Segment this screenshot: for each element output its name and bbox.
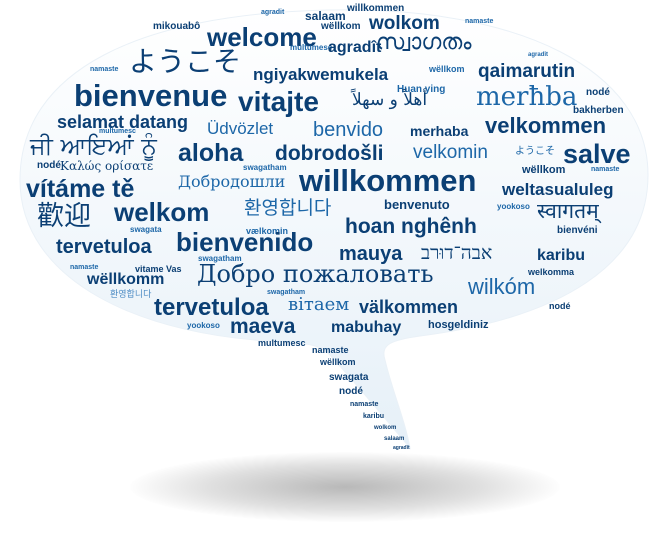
word: vitame Vas — [135, 264, 182, 274]
word: namaste — [70, 264, 99, 271]
word: swagata — [130, 225, 162, 234]
word: willkommen — [347, 3, 405, 14]
word: wëllkom — [429, 64, 465, 74]
word: välkommen — [359, 297, 459, 317]
word: karibu — [537, 247, 586, 264]
word: willkommen — [299, 163, 477, 198]
word: mauya — [339, 243, 403, 265]
word: merhaba — [410, 123, 469, 139]
word: wëllkomm — [87, 271, 165, 288]
word: qaimarutin — [478, 61, 576, 82]
word: welkom — [114, 197, 210, 227]
word: ようこそ — [129, 45, 242, 78]
word: swagata — [329, 372, 369, 383]
word: Добро пожаловать — [197, 260, 434, 288]
word: tervetuloa — [56, 236, 152, 258]
word: bienvéni — [557, 225, 598, 236]
word: 환영합니다 — [110, 290, 152, 300]
word: karibu — [363, 413, 385, 420]
word: vælkomin — [246, 226, 289, 236]
word: vitajte — [238, 86, 319, 117]
word: dobrodošli — [275, 142, 384, 165]
word: welkomma — [528, 267, 575, 277]
word: mikouabô — [153, 21, 201, 32]
word: tervetuloa — [154, 294, 269, 321]
word: yookoso — [187, 321, 220, 330]
word: namaste — [465, 18, 494, 25]
word: ngiyakwemukela — [253, 65, 389, 84]
word: benvenuto — [384, 197, 450, 212]
word: velkommen — [485, 113, 607, 138]
word: agradit — [261, 9, 285, 16]
word: nodé — [549, 301, 571, 311]
word: namaste — [591, 166, 620, 173]
word: bienvenido — [176, 227, 314, 257]
word: bakherben — [573, 105, 624, 116]
word: wëllkom — [320, 357, 356, 367]
word: Добродошли — [178, 172, 286, 191]
word: vítáme tě — [26, 175, 135, 203]
word: welcome — [207, 22, 317, 52]
speech-bubble-shape — [19, 9, 649, 450]
word: Καλώς ορίσατε — [60, 159, 154, 173]
word: ようこそ — [515, 146, 555, 157]
word: maeva — [230, 315, 296, 338]
word: Huan ying — [397, 84, 446, 95]
word: merħba — [476, 82, 578, 112]
word: mabuhay — [331, 319, 402, 336]
word: agradît — [393, 445, 410, 451]
word: velkomin — [413, 142, 488, 163]
word: salaam — [305, 9, 346, 23]
word: yookoso — [497, 202, 530, 211]
word: wolkom — [374, 425, 397, 431]
word: nodé — [586, 87, 610, 98]
word: wëllkom — [321, 21, 361, 32]
word: namaste — [90, 66, 119, 73]
word: Üdvözlet — [207, 119, 274, 138]
word: selamat datang — [57, 112, 189, 132]
word: 환영합니다 — [244, 197, 332, 219]
word: namaste — [350, 401, 379, 408]
word: multumesc — [290, 43, 333, 52]
word: swagatham — [267, 289, 306, 296]
word: weltasualuleg — [502, 180, 614, 199]
word: salve — [563, 139, 631, 169]
word: wolkom — [369, 13, 440, 34]
word: wëllkom — [522, 164, 566, 176]
word: swagatham — [198, 254, 242, 263]
word: agradît — [528, 52, 549, 58]
word: bienvenue — [74, 78, 228, 113]
word: nodé — [339, 386, 363, 397]
word: ਜੀ ਆਇਆਂ ਨੂੰ — [30, 132, 157, 160]
word: agradît — [328, 39, 382, 56]
word: multumesc — [99, 128, 136, 135]
word: salaam — [384, 436, 405, 442]
word: hosgeldiniz — [428, 319, 489, 331]
word: wilkóm — [468, 274, 536, 299]
word: സ്വാഗതം — [376, 30, 472, 55]
word: स्वागतम् — [537, 199, 599, 223]
word: namaste — [312, 345, 349, 355]
word: nodé — [37, 160, 61, 171]
word: אבה־דוּרב — [421, 242, 493, 264]
word: aloha — [178, 139, 244, 167]
word: swagatham — [243, 163, 287, 172]
word: вітаем — [288, 294, 350, 315]
word: 歡迎 — [37, 201, 91, 232]
word: أهلاً و سهلاً — [352, 90, 428, 110]
word: hoan nghênh — [345, 215, 477, 238]
word: multumesc — [258, 338, 306, 348]
word: benvido — [313, 119, 384, 141]
bubble-shadow — [130, 452, 560, 522]
